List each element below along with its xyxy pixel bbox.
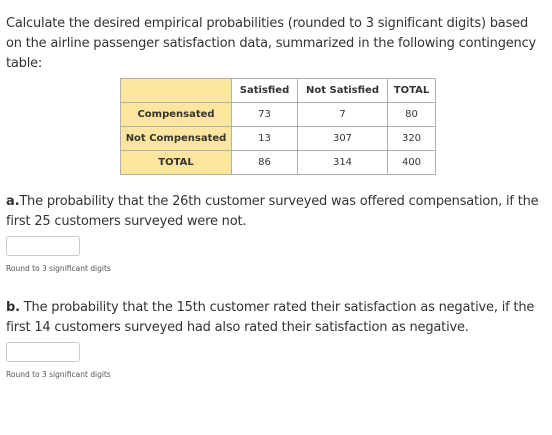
question-b: b. The probability that the 15th custome…: [6, 298, 546, 338]
column-header-satisfied: Satisfied: [231, 78, 298, 103]
answer-b-input[interactable]: [6, 342, 80, 362]
answer-a-hint: Round to 3 significant digits: [6, 264, 111, 273]
table-row: Compensated 73 7 80: [120, 102, 436, 127]
table-row: Not Compensated 13 307 320: [120, 126, 436, 151]
question-a: a.The probability that the 26th customer…: [6, 192, 546, 232]
row-header-total: TOTAL: [120, 150, 232, 175]
table-cell: 320: [387, 126, 436, 151]
question-a-text: The probability that the 26th customer s…: [6, 194, 539, 229]
table-corner-cell: [120, 78, 232, 103]
answer-a-input[interactable]: [6, 236, 80, 256]
table-cell: 80: [387, 102, 436, 127]
table-cell: 86: [231, 150, 298, 175]
question-b-text: The probability that the 15th customer r…: [6, 300, 535, 335]
table-cell: 13: [231, 126, 298, 151]
table-cell: 400: [387, 150, 436, 175]
column-header-total: TOTAL: [387, 78, 436, 103]
problem-intro: Calculate the desired empirical probabil…: [6, 16, 537, 71]
question-b-prefix: b.: [6, 300, 20, 315]
table-cell: 307: [297, 126, 388, 151]
table-cell: 314: [297, 150, 388, 175]
table-row: TOTAL 86 314 400: [120, 150, 436, 175]
answer-b-hint: Round to 3 significant digits: [6, 370, 111, 379]
row-header-not-compensated: Not Compensated: [120, 126, 232, 151]
column-header-not-satisfied: Not Satisfied: [297, 78, 388, 103]
row-header-compensated: Compensated: [120, 102, 232, 127]
table-header-row: Satisfied Not Satisfied TOTAL: [120, 78, 436, 103]
table-cell: 7: [297, 102, 388, 127]
table-cell: 73: [231, 102, 298, 127]
question-a-prefix: a.: [6, 194, 20, 209]
contingency-table: Satisfied Not Satisfied TOTAL Compensate…: [120, 78, 436, 175]
